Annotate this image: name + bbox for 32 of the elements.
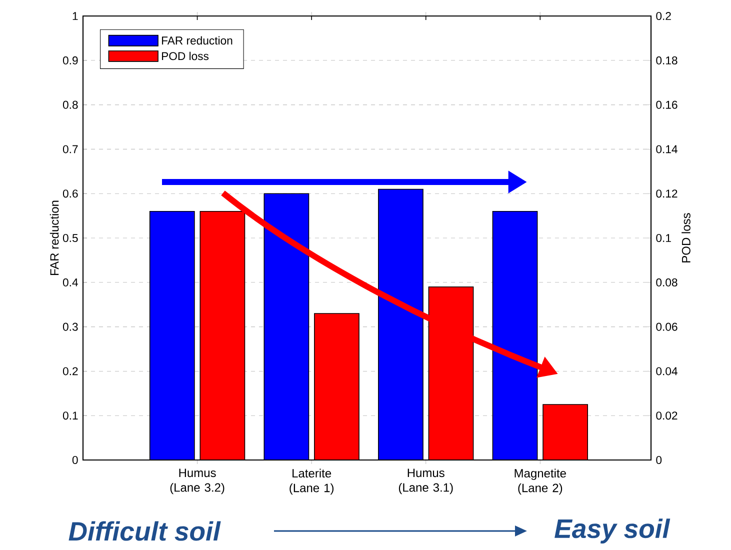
y-tick-label: 0 <box>72 456 78 464</box>
y-tick-label: 0.7 <box>62 145 78 154</box>
y-tick-label: 0.1 <box>62 412 78 420</box>
y2-tick-label: 0.2 <box>656 12 671 20</box>
x-tick-label: Humus (Lane 3.1) <box>398 468 453 494</box>
y2-tick-label: 0.02 <box>656 412 678 420</box>
y2-tick-label: 0 <box>656 456 662 464</box>
x-tick-label: Humus (Lane 3.2) <box>170 468 224 494</box>
y-tick-label: 1 <box>72 12 78 20</box>
y-tick-label: 0.4 <box>62 278 78 286</box>
y2-tick-label: 0.18 <box>656 56 678 64</box>
y-tick-label: 0.2 <box>62 367 78 376</box>
text: Easy soil <box>554 518 670 544</box>
y-tick-label: 0.3 <box>62 322 78 331</box>
y2-tick-label: 0.14 <box>656 145 678 154</box>
y2-tick-label: 0.06 <box>656 322 678 331</box>
legend-label: POD loss <box>162 52 209 60</box>
y-tick-label: 0.5 <box>62 234 78 242</box>
y-axis-title: FAR reduction <box>50 200 59 276</box>
x-tick-label: Magnetite (Lane 2) <box>514 468 566 495</box>
legend-label: FAR reduction <box>162 36 232 45</box>
y-tick-label: 0.8 <box>62 100 78 109</box>
y2-tick-label: 0.04 <box>656 367 678 376</box>
y2-tick-label: 0.12 <box>656 190 678 198</box>
y2-tick-label: 0.1 <box>656 234 671 242</box>
text: Difficult soil <box>68 521 221 541</box>
y-tick-label: 0.6 <box>62 190 78 198</box>
y2-tick-label: 0.16 <box>656 100 678 109</box>
y2-tick-label: 0.08 <box>656 278 678 286</box>
y2-axis-title: POD loss <box>682 213 690 262</box>
y-tick-label: 0.9 <box>62 56 78 64</box>
x-tick-label: Laterite (Lane 1) <box>290 468 334 495</box>
